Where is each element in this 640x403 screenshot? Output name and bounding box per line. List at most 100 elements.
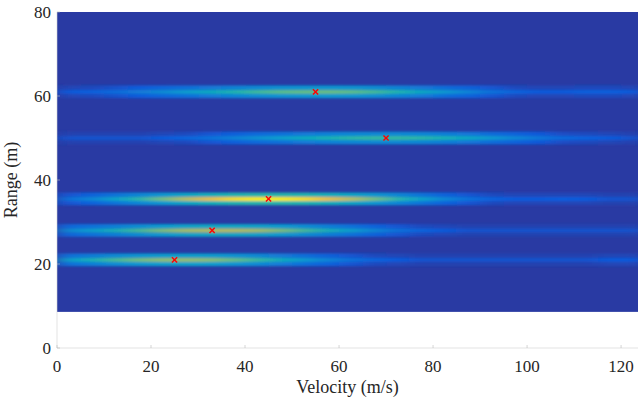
heatmap-cell bbox=[339, 132, 363, 136]
heatmap-cell bbox=[410, 228, 434, 232]
heatmap-cell bbox=[339, 197, 363, 201]
heatmap-cell bbox=[621, 193, 638, 197]
heatmap-cell bbox=[363, 140, 387, 144]
heatmap-cell bbox=[57, 140, 81, 144]
heatmap-cell bbox=[527, 140, 551, 144]
x-tick-label: 80 bbox=[425, 357, 442, 376]
heatmap-background bbox=[57, 12, 638, 312]
heatmap-cell bbox=[433, 197, 457, 201]
heatmap-cell bbox=[363, 136, 387, 140]
heatmap-cell bbox=[151, 132, 175, 136]
heatmap-cell bbox=[433, 86, 457, 90]
x-tick-label: 40 bbox=[237, 357, 254, 376]
heatmap-cell bbox=[457, 254, 481, 258]
heatmap-cell bbox=[245, 94, 269, 98]
heatmap-cell bbox=[527, 224, 551, 228]
heatmap-cell bbox=[621, 136, 638, 140]
heatmap-cell bbox=[269, 233, 293, 237]
y-tick-label: 0 bbox=[43, 339, 52, 358]
heatmap-cell bbox=[81, 90, 105, 94]
target-marker bbox=[313, 89, 318, 94]
heatmap-cell bbox=[527, 254, 551, 258]
heatmap-cell bbox=[245, 258, 269, 262]
heatmap-cell bbox=[527, 262, 551, 266]
heatmap-cell bbox=[269, 254, 293, 258]
heatmap-cell bbox=[81, 193, 105, 197]
heatmap-cell bbox=[480, 233, 504, 237]
heatmap-cell bbox=[457, 233, 481, 237]
heatmap-cell bbox=[410, 140, 434, 144]
heatmap-cell bbox=[292, 201, 316, 205]
target-marker bbox=[266, 196, 271, 201]
heatmap-cell bbox=[151, 262, 175, 266]
heatmap-cell bbox=[386, 132, 410, 136]
heatmap-cell bbox=[621, 228, 638, 232]
heatmap-cell bbox=[198, 132, 222, 136]
heatmap-cell bbox=[410, 86, 434, 90]
heatmap-cell bbox=[363, 224, 387, 228]
heatmap-cell bbox=[175, 136, 199, 140]
heatmap-cell bbox=[504, 197, 528, 201]
heatmap-cell bbox=[504, 90, 528, 94]
heatmap-cell bbox=[551, 201, 575, 205]
x-tick-label: 20 bbox=[143, 357, 160, 376]
heatmap-cell bbox=[457, 262, 481, 266]
heatmap-cell bbox=[621, 254, 638, 258]
heatmap-cell bbox=[480, 254, 504, 258]
heatmap-cell bbox=[292, 136, 316, 140]
heatmap-cell bbox=[363, 132, 387, 136]
heatmap-cell bbox=[621, 86, 638, 90]
heatmap-cell bbox=[339, 86, 363, 90]
heatmap-cell bbox=[245, 140, 269, 144]
x-tick bbox=[245, 345, 246, 348]
heatmap-cell bbox=[81, 262, 105, 266]
heatmap-cell bbox=[527, 197, 551, 201]
heatmap-cell bbox=[527, 90, 551, 94]
heatmap-cell bbox=[363, 254, 387, 258]
heatmap-cell bbox=[316, 197, 340, 201]
heatmap-cell bbox=[128, 136, 152, 140]
heatmap-cell bbox=[574, 197, 598, 201]
heatmap-cell bbox=[175, 90, 199, 94]
heatmap-cell bbox=[81, 233, 105, 237]
heatmap-cell bbox=[457, 90, 481, 94]
heatmap-cell bbox=[292, 254, 316, 258]
heatmap-cell bbox=[480, 224, 504, 228]
heatmap-cell bbox=[245, 233, 269, 237]
heatmap-cell bbox=[433, 132, 457, 136]
heatmap-cell bbox=[551, 90, 575, 94]
heatmap-cell bbox=[316, 224, 340, 228]
heatmap-cell bbox=[527, 233, 551, 237]
heatmap-cell bbox=[386, 201, 410, 205]
heatmap-cell bbox=[433, 136, 457, 140]
heatmap-cell bbox=[410, 233, 434, 237]
heatmap-cell bbox=[410, 136, 434, 140]
heatmap-cell bbox=[175, 228, 199, 232]
heatmap-cell bbox=[245, 224, 269, 228]
heatmap-cell bbox=[339, 224, 363, 228]
heatmap-cell bbox=[480, 90, 504, 94]
heatmap-cell bbox=[363, 193, 387, 197]
heatmap-cell bbox=[551, 197, 575, 201]
heatmap-cell bbox=[480, 201, 504, 205]
heatmap-cell bbox=[151, 140, 175, 144]
heatmap-cell bbox=[104, 94, 128, 98]
heatmap-cell bbox=[363, 197, 387, 201]
heatmap-cell bbox=[245, 197, 269, 201]
heatmap-cell bbox=[222, 86, 246, 90]
x-tick bbox=[151, 345, 152, 348]
heatmap-cell bbox=[128, 86, 152, 90]
heatmap-cell bbox=[386, 262, 410, 266]
heatmap-cell bbox=[621, 132, 638, 136]
heatmap-cell bbox=[128, 201, 152, 205]
heatmap-cell bbox=[316, 136, 340, 140]
heatmap-cell bbox=[198, 254, 222, 258]
heatmap-cell bbox=[433, 228, 457, 232]
heatmap-cell bbox=[504, 258, 528, 262]
heatmap-cell bbox=[104, 90, 128, 94]
heatmap-cell bbox=[386, 86, 410, 90]
heatmap-cell bbox=[386, 228, 410, 232]
heatmap-cell bbox=[269, 86, 293, 90]
heatmap-cell bbox=[339, 228, 363, 232]
heatmap-cell bbox=[104, 228, 128, 232]
